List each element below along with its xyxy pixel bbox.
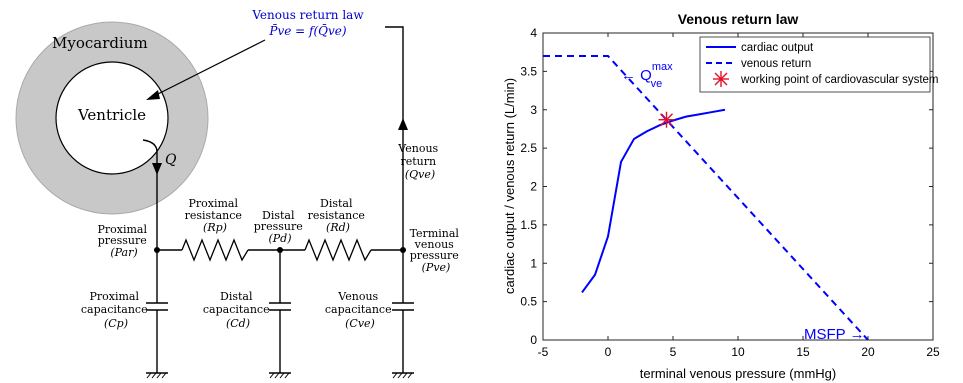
venous-capacitor-branch bbox=[392, 250, 414, 379]
y-tick-label: 3 bbox=[530, 103, 537, 117]
x-tick-label: 0 bbox=[605, 345, 612, 359]
distal-resistance-line1: Distal bbox=[320, 197, 353, 210]
working-point-marker bbox=[658, 111, 675, 128]
venous-return-line3: (Qve) bbox=[405, 168, 435, 181]
legend-label-working-point: working point of cardiovascular system bbox=[740, 74, 939, 86]
proximal-resistance-label: Proximal resistance (Rp) bbox=[185, 197, 246, 234]
proximal-capacitance-line3: (Cp) bbox=[104, 317, 128, 330]
chart: Venous return law -5 0 5 10 15 20 25 00.511.52… bbox=[502, 11, 940, 381]
terminal-pressure-line3: pressure bbox=[410, 249, 459, 262]
law-arrowhead bbox=[146, 90, 160, 100]
series-layer bbox=[543, 55, 869, 341]
y-axis-label: cardiac output / venous return (L/min) bbox=[502, 78, 517, 294]
myocardium-label: Myocardium bbox=[52, 34, 148, 52]
proximal-pressure-line2: pressure bbox=[98, 234, 147, 247]
venous-capacitance-line1: Venous bbox=[337, 290, 378, 303]
proximal-resistance-line1: Proximal bbox=[188, 197, 238, 210]
legend-label-cardiac-output: cardiac output bbox=[741, 42, 814, 54]
ventricle-label: Ventricle bbox=[77, 106, 146, 124]
proximal-resistance-line2: resistance bbox=[185, 209, 242, 222]
venous-return-line1: Venous bbox=[397, 142, 438, 155]
proximal-capacitor-branch bbox=[146, 250, 168, 379]
distal-pressure-label: Distal pressure (Pd) bbox=[254, 209, 306, 245]
proximal-resistance-line3: (Rp) bbox=[203, 221, 227, 234]
qmax-annotation: ← Qmax ve bbox=[621, 61, 673, 90]
y-tick-label: 2 bbox=[530, 180, 537, 194]
y-tick-label: 2.5 bbox=[520, 141, 537, 155]
legend-label-venous-return: venous return bbox=[741, 58, 811, 70]
outflow-wire bbox=[142, 139, 158, 250]
y-tick-label: 3.5 bbox=[520, 64, 537, 78]
distal-resistance-label: Distal resistance (Rd) bbox=[308, 197, 369, 234]
y-tick-label: 1.5 bbox=[520, 218, 537, 232]
distal-capacitance-line2: capacitance bbox=[203, 303, 270, 316]
terminal-pressure-line4: (Pve) bbox=[422, 261, 451, 274]
venous-return-line bbox=[543, 55, 869, 341]
distal-capacitance-label: Distal capacitance (Cd) bbox=[203, 290, 273, 330]
distal-capacitance-line1: Distal bbox=[220, 290, 253, 303]
venous-return-line2: return bbox=[400, 155, 436, 168]
qmax-arrow-text: ← Q bbox=[621, 67, 652, 84]
distal-resistor bbox=[304, 238, 372, 262]
venous-capacitance-line3: (Cve) bbox=[345, 317, 375, 330]
circuit-diagram: Myocardium Ventricle Venous return law P… bbox=[15, 8, 463, 379]
msfp-annotation: MSFP → bbox=[804, 326, 865, 343]
terminal-pressure-label: Terminal venous pressure (Pve) bbox=[410, 227, 463, 274]
y-tick-label: 0 bbox=[530, 333, 537, 347]
y-tick-label: 1 bbox=[530, 256, 537, 270]
distal-resistance-line3: (Rd) bbox=[326, 221, 350, 234]
chart-title: Venous return law bbox=[678, 11, 799, 27]
y-tick-label: 4 bbox=[530, 26, 537, 40]
cardiac-output-line bbox=[581, 108, 726, 294]
distal-capacitance-line3: (Cd) bbox=[226, 317, 250, 330]
venous-return-label: Venous return (Qve) bbox=[397, 142, 441, 181]
x-tick-label: 10 bbox=[731, 345, 745, 359]
y-tick-label: 0.5 bbox=[520, 295, 537, 309]
x-tick-label: -5 bbox=[538, 345, 549, 359]
law-equation: P̄ve = f(Q̄ve) bbox=[268, 23, 346, 38]
proximal-capacitance-line1: Proximal bbox=[89, 290, 139, 303]
flow-label: Q bbox=[165, 152, 177, 168]
venous-capacitance-line2: capacitance bbox=[325, 303, 392, 316]
x-axis: -5 0 5 10 15 20 25 bbox=[538, 33, 940, 359]
qmax-subscript: ve bbox=[651, 78, 663, 90]
legend-swatch-working-point bbox=[713, 71, 729, 87]
legend-box bbox=[699, 36, 931, 93]
terminal-pressure-line2: venous bbox=[414, 238, 455, 251]
x-tick-label: 25 bbox=[926, 345, 940, 359]
distal-pressure-line3: (Pd) bbox=[268, 232, 291, 245]
distal-pressure-line2: pressure bbox=[254, 220, 303, 233]
return-wire bbox=[385, 26, 404, 250]
law-title: Venous return law bbox=[251, 8, 364, 22]
distal-capacitor-branch bbox=[269, 250, 291, 379]
y-axis: 0 0.5 1 1.5 2 2.5 3 3.5 4 bbox=[520, 26, 933, 347]
law-arrow bbox=[149, 39, 266, 99]
proximal-pressure-line1: Proximal bbox=[97, 223, 147, 236]
qmax-superscript: max bbox=[652, 61, 673, 73]
distal-resistance-line2: resistance bbox=[308, 209, 365, 222]
flow-arrowhead bbox=[152, 163, 162, 175]
x-tick-label: 20 bbox=[861, 345, 875, 359]
return-arrowhead bbox=[398, 118, 408, 130]
venous-capacitance-label: Venous capacitance (Cve) bbox=[325, 290, 395, 330]
proximal-pressure-label: Proximal pressure (Par) bbox=[97, 223, 150, 259]
distal-pressure-line1: Distal bbox=[262, 209, 295, 222]
ventricle-cavity bbox=[55, 61, 169, 175]
proximal-capacitance-line2: capacitance bbox=[81, 303, 148, 316]
x-tick-label: 5 bbox=[670, 345, 677, 359]
proximal-resistor bbox=[181, 238, 249, 262]
x-tick-label: 15 bbox=[796, 345, 810, 359]
legend: cardiac output venous return working poi… bbox=[699, 36, 939, 93]
proximal-pressure-line3: (Par) bbox=[110, 246, 137, 259]
proximal-capacitance-label: Proximal capacitance (Cp) bbox=[81, 290, 151, 330]
x-axis-label: terminal venous pressure (mmHg) bbox=[640, 366, 837, 381]
terminal-pressure-line1: Terminal bbox=[410, 227, 460, 240]
